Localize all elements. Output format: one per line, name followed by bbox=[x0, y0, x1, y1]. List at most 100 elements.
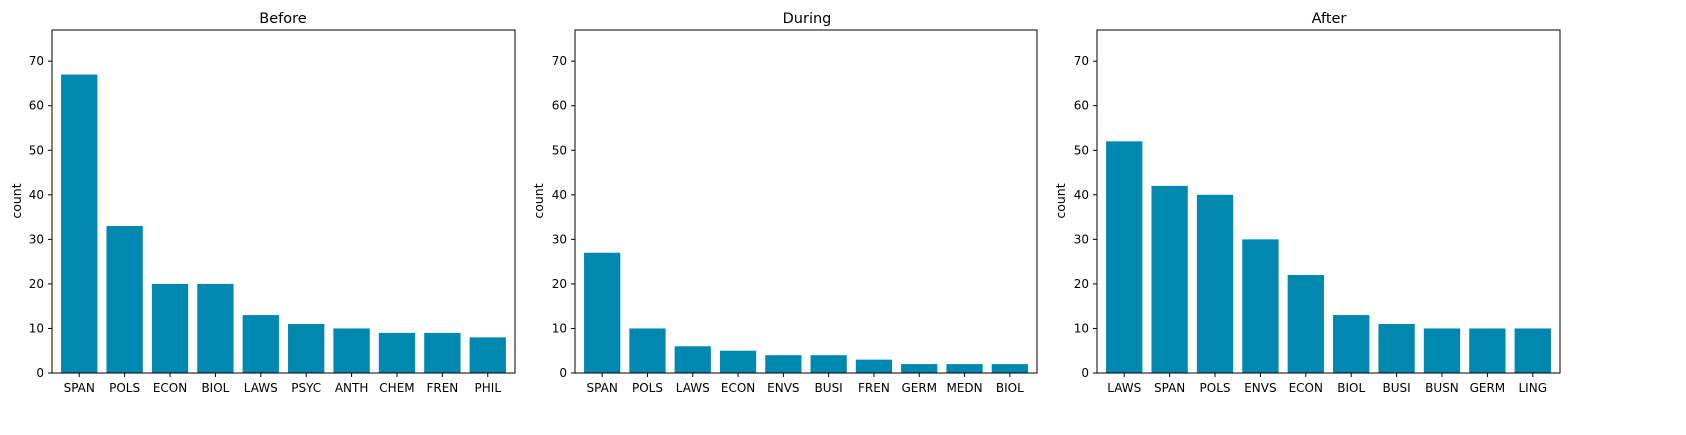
bar-biol bbox=[1333, 315, 1370, 373]
y-tick-label: 10 bbox=[1074, 321, 1089, 335]
bar-pols bbox=[106, 226, 143, 373]
x-tick-label: ECON bbox=[1289, 381, 1323, 395]
y-tick-label: 10 bbox=[29, 321, 44, 335]
bar-psyc bbox=[288, 324, 325, 373]
x-tick-label: PHIL bbox=[475, 381, 502, 395]
x-tick-label: ANTH bbox=[335, 381, 369, 395]
y-tick-label: 30 bbox=[552, 232, 567, 246]
y-tick-label: 70 bbox=[29, 54, 44, 68]
y-axis-label: count bbox=[531, 183, 546, 218]
x-tick-label: ENVS bbox=[767, 381, 799, 395]
bar-fren bbox=[855, 359, 893, 373]
panel-title: During bbox=[783, 11, 832, 27]
x-tick-label: SPAN bbox=[1154, 381, 1185, 395]
y-tick-label: 20 bbox=[552, 277, 567, 291]
bar-germ bbox=[1469, 328, 1506, 373]
bar-span bbox=[1151, 185, 1188, 373]
axes-frame bbox=[1096, 29, 1561, 374]
x-tick-label: ECON bbox=[153, 381, 187, 395]
x-tick-label: CHEM bbox=[379, 381, 414, 395]
bar-econ bbox=[151, 283, 189, 373]
bar-econ bbox=[719, 350, 757, 373]
y-tick-label: 0 bbox=[1081, 366, 1089, 380]
y-axis-label: count bbox=[1053, 183, 1068, 218]
x-tick-label: SPAN bbox=[64, 381, 95, 395]
bar-busi bbox=[1378, 324, 1415, 373]
y-tick-label: 40 bbox=[1074, 188, 1089, 202]
y-tick-label: 60 bbox=[552, 99, 567, 113]
x-tick-label: LAWS bbox=[244, 381, 278, 395]
x-tick-label: BUSI bbox=[1383, 381, 1411, 395]
bar-laws bbox=[1106, 141, 1143, 373]
y-tick-label: 60 bbox=[29, 99, 44, 113]
bar-laws bbox=[242, 315, 279, 373]
x-tick-label: BIOL bbox=[1337, 381, 1365, 395]
y-tick-label: 50 bbox=[552, 143, 567, 157]
x-tick-label: MEDN bbox=[946, 381, 982, 395]
y-tick-label: 70 bbox=[1074, 54, 1089, 68]
panel-during: During count 0 10 20 30 40 50 60 70 SPAN POLS LAWS… bbox=[531, 11, 1038, 395]
bar-ling bbox=[1514, 328, 1551, 373]
y-tick-label: 30 bbox=[1074, 232, 1089, 246]
bar-medn bbox=[946, 364, 983, 373]
x-tick-label: LAWS bbox=[676, 381, 710, 395]
x-tick-label: LAWS bbox=[1107, 381, 1141, 395]
y-tick-label: 0 bbox=[559, 366, 567, 380]
bar-pols bbox=[629, 328, 666, 373]
x-tick-label: POLS bbox=[632, 381, 663, 395]
y-tick-label: 20 bbox=[29, 277, 44, 291]
y-tick-label: 10 bbox=[552, 321, 567, 335]
y-tick-label: 30 bbox=[29, 232, 44, 246]
bar-busn bbox=[1423, 328, 1461, 373]
y-tick-label: 50 bbox=[1074, 143, 1089, 157]
x-tick-label: GERM bbox=[1470, 381, 1506, 395]
panel-title: Before bbox=[259, 11, 306, 27]
x-tick-label: GERM bbox=[901, 381, 937, 395]
axes-frame bbox=[574, 29, 1038, 374]
bar-envs bbox=[765, 355, 802, 373]
x-tick-label: BIOL bbox=[201, 381, 229, 395]
y-tick-label: 70 bbox=[552, 54, 567, 68]
plot-area: 0 10 20 30 40 50 60 70 LAWS SPAN POLS ENVS ECON BIOL B… bbox=[1074, 29, 1561, 395]
bar-busi bbox=[810, 355, 847, 373]
y-tick-label: 0 bbox=[36, 366, 44, 380]
x-tick-label: FREN bbox=[858, 381, 890, 395]
bar-econ bbox=[1287, 275, 1324, 373]
bar-germ bbox=[901, 364, 938, 373]
y-tick-label: 50 bbox=[29, 143, 44, 157]
x-tick-label: LING bbox=[1519, 381, 1548, 395]
x-tick-label: SPAN bbox=[587, 381, 618, 395]
y-axis-label: count bbox=[9, 183, 24, 218]
x-tick-label: BUSN bbox=[1425, 381, 1459, 395]
y-tick-label: 40 bbox=[29, 188, 44, 202]
bar-fren bbox=[424, 332, 461, 373]
x-tick-label: BUSI bbox=[815, 381, 843, 395]
panel-title: After bbox=[1312, 11, 1347, 27]
x-tick-label: FREN bbox=[426, 381, 458, 395]
bar-envs bbox=[1242, 239, 1279, 373]
x-tick-label: ECON bbox=[721, 381, 755, 395]
y-tick-label: 40 bbox=[552, 188, 567, 202]
y-tick-label: 20 bbox=[1074, 277, 1089, 291]
bar-pols bbox=[1196, 194, 1234, 373]
panel-after: After count 0 10 20 30 40 50 60 70 LAWS SPAN POLS E… bbox=[1053, 11, 1561, 395]
bar-chem bbox=[378, 332, 416, 373]
x-tick-label: PSYC bbox=[291, 381, 321, 395]
bar-biol bbox=[197, 283, 234, 373]
plot-area: 0 10 20 30 40 50 60 70 SPAN POLS ECON BIOL LAWS PSYC A… bbox=[29, 29, 516, 395]
x-tick-label: BIOL bbox=[996, 381, 1024, 395]
x-tick-label: POLS bbox=[1200, 381, 1231, 395]
x-tick-label: ENVS bbox=[1244, 381, 1276, 395]
bar-span bbox=[61, 74, 98, 373]
axes-frame bbox=[51, 29, 516, 374]
panel-before: Before count 0 10 20 30 40 50 60 70 SPAN POLS ECON… bbox=[9, 11, 516, 395]
bar-anth bbox=[333, 328, 370, 373]
bar-span bbox=[584, 252, 621, 373]
bar-laws bbox=[674, 346, 711, 373]
y-tick-label: 60 bbox=[1074, 99, 1089, 113]
bar-phil bbox=[469, 337, 506, 373]
bar-biol bbox=[991, 364, 1028, 373]
x-tick-label: POLS bbox=[109, 381, 140, 395]
plot-area: 0 10 20 30 40 50 60 70 SPAN POLS LAWS ECON ENVS BUSI F… bbox=[552, 29, 1038, 395]
